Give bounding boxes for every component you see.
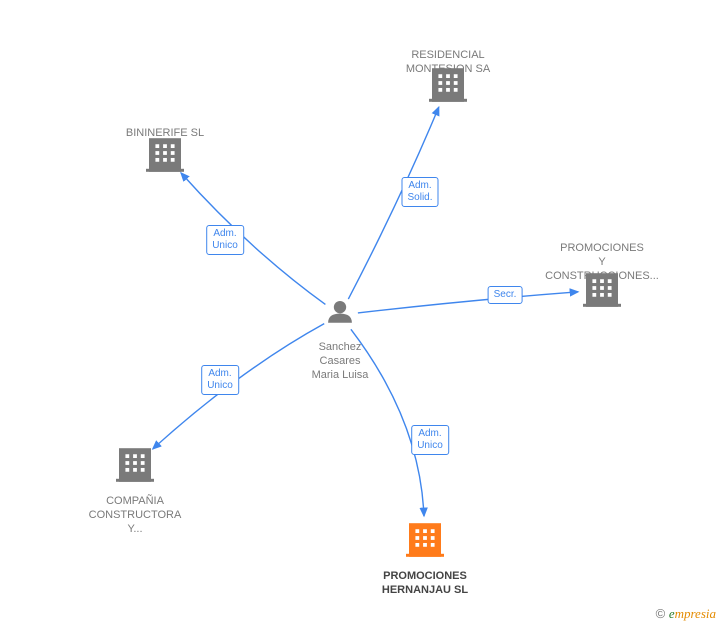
node-label: RESIDENCIAL MONTESION SA: [373, 49, 523, 77]
edge-label: Adm. Solid.: [401, 177, 438, 207]
edge-line: [181, 173, 325, 305]
building-icon: [406, 523, 444, 557]
building-icon: [146, 138, 184, 172]
edge-line: [358, 292, 578, 313]
edge-label: Adm. Unico: [206, 225, 244, 255]
watermark-brand: mpresia: [675, 606, 716, 621]
person-icon: [328, 301, 352, 323]
center-label: Sanchez Casares Maria Luisa: [290, 341, 390, 382]
node-label: PROMOCIONES HERNANJAU SL: [350, 570, 500, 598]
building-icon: [116, 448, 154, 482]
node-label: PROMOCIONES Y CONSTRUCCIONES...: [527, 242, 677, 283]
edge-label: Adm. Unico: [411, 425, 449, 455]
edge-label: Secr.: [488, 286, 523, 304]
watermark: © empresia: [656, 606, 716, 622]
node-label: COMPAÑIA CONSTRUCTORA Y...: [60, 495, 210, 536]
edge-label: Adm. Unico: [201, 365, 239, 395]
node-label: BININERIFE SL: [90, 127, 240, 141]
copyright-symbol: ©: [656, 606, 666, 621]
